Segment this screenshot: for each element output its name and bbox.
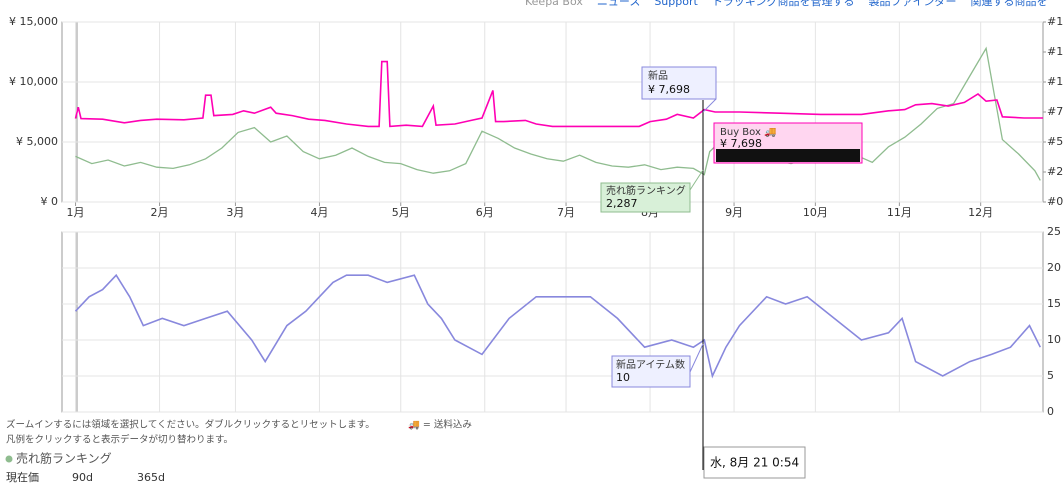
nav-link[interactable]: 製品ファインダー xyxy=(868,0,956,8)
series-line xyxy=(75,46,1041,181)
nav-link[interactable]: Keepa Box xyxy=(525,0,583,8)
y-tick-label: 5 xyxy=(1047,369,1054,382)
x-tick-label: 1月 xyxy=(67,206,85,219)
y-tick-label: ¥ 15,000 xyxy=(9,15,58,28)
shipping-note: 🚚 = 送料込み xyxy=(408,419,472,431)
y2-tick-label: #2,500 xyxy=(1047,165,1063,178)
tooltip-value: ¥ 7,698 xyxy=(720,137,762,150)
tooltip xyxy=(611,355,691,388)
y-tick-label: 0 xyxy=(1047,405,1054,418)
legend-hint: 凡例をクリックすると表示データが切り替わります。 xyxy=(6,434,233,446)
connector xyxy=(702,98,717,113)
range-label[interactable]: 365d xyxy=(137,471,165,484)
y-tick-label: 10 xyxy=(1047,333,1061,346)
date-box xyxy=(703,446,806,479)
x-tick-label: 11月 xyxy=(887,206,912,219)
hint: ズームインするには領域を選択してください。ダブルクリックするとリセットします。 xyxy=(6,419,375,431)
connector xyxy=(689,343,704,373)
y-tick-label: ¥ 0 xyxy=(41,195,59,208)
y2-tick-label: #5,000 xyxy=(1047,135,1063,148)
x-tick-label: 10月 xyxy=(803,206,828,219)
y2-tick-label: #10,000 xyxy=(1047,75,1063,88)
price-label: 現在価 xyxy=(6,471,39,484)
x-tick-label: 3月 xyxy=(226,206,244,219)
legend-dot[interactable] xyxy=(5,455,13,463)
x-tick-label: 9月 xyxy=(725,206,743,219)
x-tick-label: 7月 xyxy=(557,206,575,219)
tooltip-value: ¥ 7,698 xyxy=(648,83,690,96)
tooltip xyxy=(600,182,691,213)
nav-link[interactable]: トラッキング商品を管理する xyxy=(712,0,855,8)
tooltip-value: 2,287 xyxy=(606,197,638,210)
nav-link[interactable]: 関連する商品を xyxy=(970,0,1047,8)
marks: 1月2月3月4月5月6月7月8月9月10月11月12月¥ 0¥ 5,000¥ 1… xyxy=(9,15,1063,418)
x-tick-label: 2月 xyxy=(151,206,169,219)
y2-tick-label: #0 xyxy=(1047,195,1063,208)
crosshair-date: 水, 8月 21 0:54 xyxy=(710,456,799,470)
tooltip-label: 新品アイテム数 xyxy=(616,358,685,371)
range-label[interactable]: 90d xyxy=(72,471,93,484)
tooltip xyxy=(641,66,717,100)
legend-entry[interactable]: 売れ筋ランキング xyxy=(16,451,112,466)
tooltip-label: 新品 xyxy=(648,69,668,82)
series-line xyxy=(74,273,1042,379)
y-tick-label: 15 xyxy=(1047,297,1061,310)
y-tick-label: 25 xyxy=(1047,225,1061,238)
series-line xyxy=(74,60,1043,128)
nav-link[interactable]: Support xyxy=(654,0,698,8)
y-tick-label: ¥ 10,000 xyxy=(9,75,58,88)
header: Keepa Box ニュース Support トラッキング商品を管理する 製品ファインダ… xyxy=(525,0,1047,8)
x-tick-label: 12月 xyxy=(968,206,993,219)
x-tick-label: 4月 xyxy=(310,206,328,219)
y-tick-label: ¥ 5,000 xyxy=(16,135,58,148)
x-tick-label: 6月 xyxy=(476,206,494,219)
y-tick-label: 20 xyxy=(1047,261,1061,274)
tooltip-value: 10 xyxy=(616,371,630,384)
y2-tick-label: #12,500 xyxy=(1047,45,1063,58)
y2-tick-label: #15,000 xyxy=(1047,15,1063,28)
x-tick-label: 5月 xyxy=(392,206,410,219)
y2-tick-label: #7,500 xyxy=(1047,105,1063,118)
tooltip-label: Buy Box 🚚 xyxy=(720,127,777,138)
tooltip-label: 売れ筋ランキング xyxy=(606,184,686,197)
connector xyxy=(689,169,704,191)
nav-link[interactable]: ニュース xyxy=(597,0,640,8)
redaction xyxy=(716,149,860,162)
